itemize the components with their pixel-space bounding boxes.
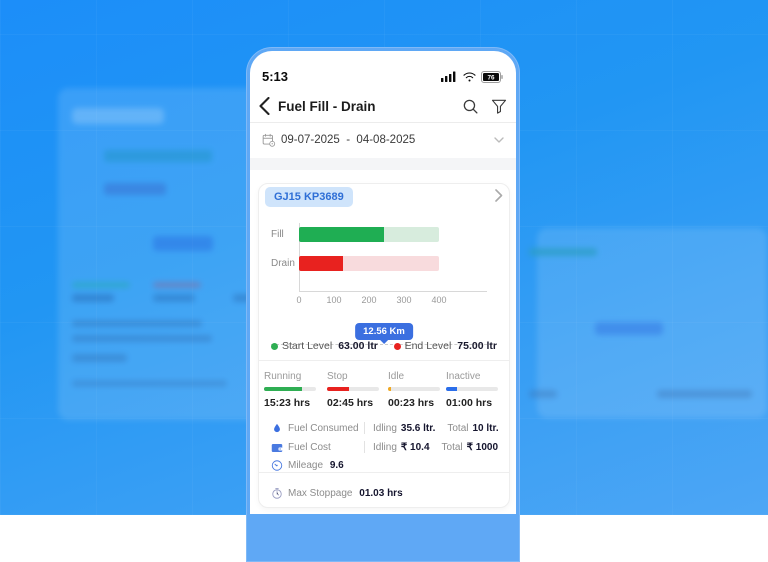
svg-text:76: 76 <box>487 74 495 81</box>
